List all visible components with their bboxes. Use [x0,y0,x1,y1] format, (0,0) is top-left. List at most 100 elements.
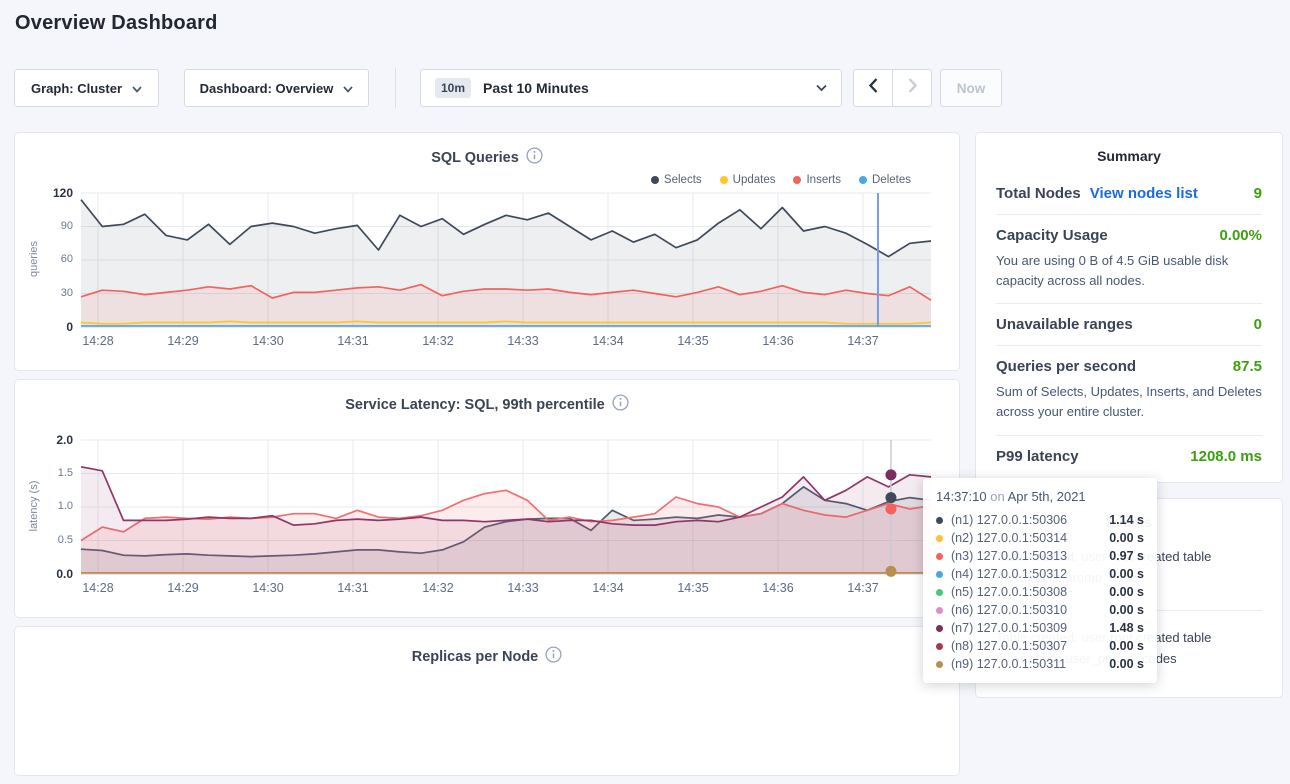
summary-row-p99: P99 latency 1208.0 ms [996,436,1262,482]
summary-row-total-nodes: Total Nodes View nodes list 9 [996,173,1262,214]
axis-tick-label: 14:33 [507,334,539,348]
divider [996,434,1262,436]
node-label: (n9) 127.0.0.1:50311 [951,657,1067,671]
tooltip-row: (n9) 127.0.0.1:50311 0.00 s [936,655,1144,673]
prev-range-button[interactable] [853,69,893,107]
node-color-dot [936,606,943,614]
chart-legend [15,416,959,438]
axis-tick-label: 90 [60,219,73,232]
info-icon[interactable] [545,646,562,667]
chart-tooltip: 14:37:10 on Apr 5th, 2021 (n1) 127.0.0.1… [923,478,1157,683]
dashboard-controls: Graph: Cluster Dashboard: Overview 10m P… [14,68,1002,108]
legend-label: Deletes [872,174,911,186]
divider [996,345,1262,347]
summary-value: 0.00% [1219,227,1262,244]
node-value: 1.14 s [1109,513,1144,527]
node-value: 0.97 s [1109,549,1144,563]
summary-value: 0 [1253,316,1262,334]
sql-queries-panel: SQL Queries Selects Updates Inserts Deletes… [14,132,960,371]
controls-divider [395,68,396,108]
legend-label: Updates [732,174,776,186]
axis-tick-label: 2.0 [56,433,73,447]
node-value: 0.00 s [1109,567,1144,581]
chart-legend: Selects Updates Inserts Deletes [15,169,959,191]
chart-title: SQL Queries [431,149,519,166]
tooltip-row: (n4) 127.0.0.1:50312 0.00 s [936,565,1144,583]
axis-tick-label: 1.0 [57,500,73,512]
time-range-pager [853,69,932,107]
legend-item: Updates [719,174,776,186]
axis-tick-label: 0.5 [57,533,73,546]
chart-title: Service Latency: SQL, 99th percentile [345,396,605,413]
summary-row-qps: Queries per second 87.5 Sum of Selects, … [996,346,1262,434]
node-label: (n7) 127.0.0.1:50309 [951,621,1068,635]
axis-tick-label: 14:35 [677,334,709,348]
legend-dot [859,176,867,184]
summary-row-unavailable-ranges: Unavailable ranges 0 [996,304,1262,345]
dashboard-dropdown[interactable]: Dashboard: Overview [184,69,369,107]
info-icon[interactable] [612,394,629,415]
axis-tick-label: 60 [60,253,73,265]
graph-dropdown[interactable]: Graph: Cluster [14,69,159,107]
summary-label: P99 latency [996,447,1079,465]
axis-tick-label: 14:30 [252,334,284,348]
charts-column: SQL Queries Selects Updates Inserts Deletes… [14,132,960,784]
summary-label: Queries per second [996,358,1137,376]
summary-value: 1208.0 ms [1190,447,1262,465]
summary-subtext: You are using 0 B of 4.5 GiB usable disk… [996,253,1229,289]
axis-tick-label: 14:34 [592,334,624,348]
summary-label: Unavailable ranges [996,316,1133,334]
time-range-selector[interactable]: 10m Past 10 Minutes [420,69,842,107]
tooltip-row: (n2) 127.0.0.1:50314 0.00 s [936,529,1144,547]
service-latency-panel: Service Latency: SQL, 99th percentile la… [14,379,960,618]
legend-item: Selects [650,174,702,186]
summary-row-capacity: Capacity Usage 0.00% You are using 0 B o… [996,215,1262,303]
divider [996,303,1262,305]
view-nodes-link[interactable]: View nodes list [1089,185,1198,202]
summary-label: Total Nodes [996,185,1081,202]
summary-value: 87.5 [1232,358,1262,376]
tooltip-row: (n5) 127.0.0.1:50308 0.00 s [936,583,1144,601]
axis-tick-label: 14:35 [677,581,709,595]
legend-dot [719,176,728,184]
node-color-dot [936,588,943,596]
node-value: 0.00 s [1109,657,1144,671]
chart-plot[interactable] [80,192,932,328]
node-color-dot [936,642,943,650]
sql-queries-chart[interactable]: queries 0 30 60 90 120 14:28 14:29 14:30 14:31 14… [15,186,959,357]
chart-plot[interactable] [80,439,932,577]
now-button[interactable]: Now [940,69,1002,107]
next-range-button[interactable] [892,69,932,107]
axis-tick-label: 14:28 [82,581,114,595]
tooltip-timestamp: 14:37:10 on Apr 5th, 2021 [936,489,1086,504]
node-color-dot [936,570,943,578]
tooltip-row: (n3) 127.0.0.1:50313 0.97 s [936,547,1144,565]
summary-title: Summary [1097,148,1161,164]
axis-tick-label: 0.0 [56,567,73,581]
node-value: 0.00 s [1109,639,1144,653]
graph-dropdown-label: Graph: Cluster [30,80,122,96]
legend-label: Selects [663,174,702,186]
node-label: (n6) 127.0.0.1:50310 [951,603,1068,617]
node-color-dot [936,660,943,668]
time-range-label: Past 10 Minutes [483,80,589,96]
summary-panel: Summary Total Nodes View nodes list 9 Ca… [975,132,1283,483]
axis-tick-label: 14:32 [422,334,454,348]
divider [996,214,1262,215]
node-label: (n8) 127.0.0.1:50307 [951,639,1068,653]
legend-item: Inserts [793,174,841,186]
legend-label: Inserts [806,174,841,186]
axis-tick-label: 14:31 [337,334,369,348]
chevron-down-icon [343,81,353,96]
node-value: 0.00 s [1109,603,1144,617]
axis-tick-label: 14:36 [762,581,794,595]
time-range-badge: 10m [435,78,472,98]
tooltip-row: (n6) 127.0.0.1:50310 0.00 s [936,601,1144,619]
service-latency-chart[interactable]: latency (s) 0.0 0.5 1.0 1.5 2.0 14:28 14:29 14:… [15,433,959,604]
replicas-per-node-panel: Replicas per Node [14,626,960,776]
node-label: (n1) 127.0.0.1:50306 [951,513,1068,527]
summary-value: 9 [1253,185,1262,202]
axis-tick-label: 14:36 [762,334,794,348]
info-icon[interactable] [526,147,543,168]
axis-tick-label: 0 [66,320,73,334]
